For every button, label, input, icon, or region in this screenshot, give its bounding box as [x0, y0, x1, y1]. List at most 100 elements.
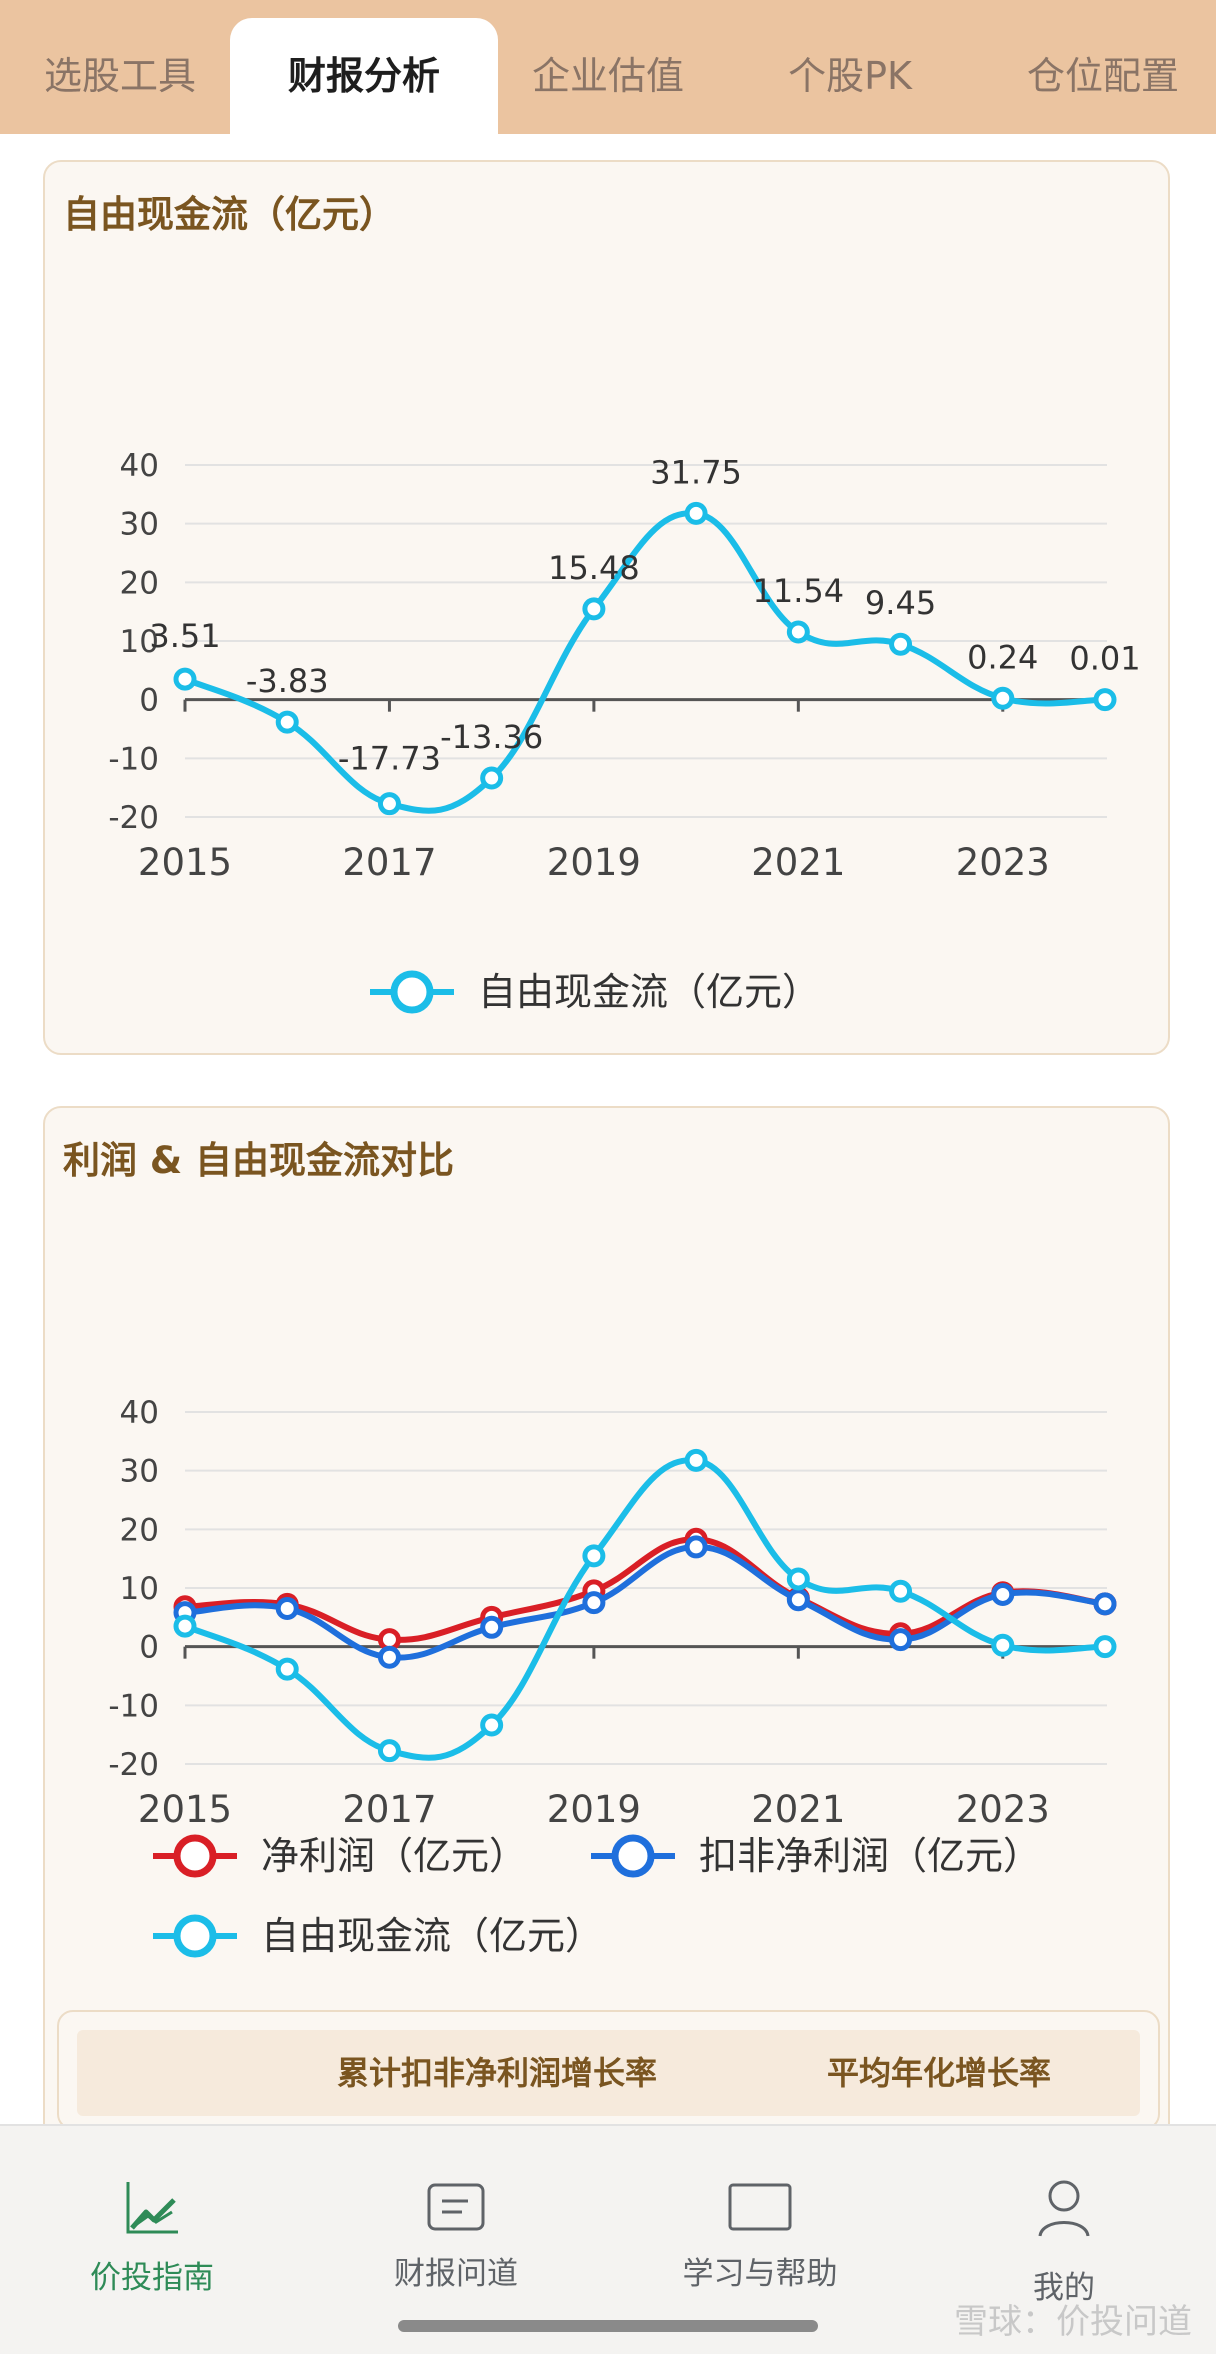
data-point [377, 1739, 401, 1763]
watermark: 雪球：价投问道 [954, 2302, 1192, 2342]
x-tick-label: 2015 [138, 1788, 232, 1831]
y-tick-label: 10 [120, 1571, 159, 1607]
tab-financial-analysis[interactable]: 财报分析 [230, 18, 498, 134]
tab-valuation[interactable]: 企业估值 [531, 54, 684, 98]
series-line [184, 1536, 1106, 1643]
home-indicator[interactable] [398, 2320, 818, 2332]
fcf-chart-title: 自由现金流（亿元） [63, 193, 396, 236]
person-icon [1038, 2180, 1090, 2237]
profit-fcf-chart: -20 -10 0 10 20 30 40 2015 2017 2019 2021 2023 净利润（亿… [108, 1395, 1117, 1958]
data-label: 11.54 [753, 572, 845, 610]
data-point [684, 1535, 708, 1559]
growth-table-header: 累计扣非净利润增长率 平均年化增长率 [77, 2030, 1140, 2116]
y-tick-label: 30 [120, 507, 159, 543]
x-tick-label: 2017 [342, 841, 436, 884]
data-point [1093, 688, 1117, 712]
nav-mine[interactable]: 我的 [912, 2126, 1216, 2326]
series-line [183, 1457, 1106, 1761]
y-tick-label: 40 [120, 448, 159, 484]
data-point [480, 1713, 504, 1737]
y-tick-label: -20 [108, 1747, 159, 1783]
x-tick-label: 2019 [547, 841, 641, 884]
data-point [582, 597, 606, 621]
book-icon [728, 2183, 792, 2231]
profit-fcf-chart-title: 利润 & 自由现金流对比 [63, 1139, 455, 1182]
nav-value-guide-label: 价投指南 [90, 2260, 214, 2296]
data-point [480, 1615, 504, 1639]
legend-label: 自由现金流（亿元） [478, 970, 820, 1014]
y-tick-label: 20 [120, 565, 159, 601]
y-tick-label: 10 [120, 624, 159, 660]
tab-position-allocation[interactable]: 仓位配置 [1026, 54, 1179, 98]
y-tick-label: -10 [108, 1688, 159, 1724]
data-point [991, 686, 1015, 710]
tab-stock-picker[interactable]: 选股工具 [43, 54, 196, 98]
fcf-chart-card: 自由现金流（亿元） -20 -10 0 10 20 30 40 2015 2017 2019 202… [43, 160, 1170, 1055]
data-point [786, 1588, 810, 1612]
data-point [1093, 1635, 1117, 1659]
nav-mine-label: 我的 [1033, 2270, 1095, 2306]
data-point [275, 710, 299, 734]
y-tick-label: -10 [108, 741, 159, 777]
data-point [991, 1582, 1015, 1606]
data-label: 3.51 [149, 617, 220, 655]
tab-stock-pk[interactable]: 个股PK [788, 54, 912, 98]
data-point [173, 1614, 197, 1638]
data-point [889, 632, 913, 656]
nav-value-guide[interactable]: 价投指南 [0, 2126, 304, 2326]
y-tick-label: -20 [108, 800, 159, 836]
legend-label: 扣非净利润（亿元） [699, 1834, 1041, 1878]
y-tick-label: 20 [120, 1512, 159, 1548]
data-point [173, 667, 197, 691]
data-point [480, 766, 504, 790]
data-point [684, 501, 708, 525]
message-icon [427, 2183, 485, 2231]
y-tick-label: 0 [139, 1630, 159, 1666]
data-point [786, 1567, 810, 1591]
x-tick-label: 2023 [956, 841, 1050, 884]
y-tick-label: 40 [120, 1395, 159, 1431]
x-tick-label: 2015 [138, 841, 232, 884]
nav-report-qa[interactable]: 财报问道 [304, 2126, 608, 2326]
data-point [582, 1544, 606, 1568]
header-annualized-growth: 平均年化增长率 [827, 2054, 1052, 2092]
bottom-navigation: 价投指南 财报问道 学习与帮助 我的 [0, 2124, 1216, 2354]
data-label: -3.83 [246, 662, 329, 700]
legend-label: 自由现金流（亿元） [261, 1914, 603, 1958]
top-tab-bar: 选股工具 财报分析 企业估值 个股PK 仓位配置 [0, 0, 1216, 134]
data-label: -13.36 [440, 718, 543, 756]
y-tick-label: 30 [120, 1454, 159, 1490]
x-tick-label: 2021 [751, 841, 845, 884]
data-label: -17.73 [338, 740, 441, 778]
legend-marker [390, 970, 434, 1014]
legend-label: 净利润（亿元） [261, 1834, 527, 1878]
nav-learning-help-label: 学习与帮助 [682, 2256, 838, 2292]
data-label: 0.24 [967, 638, 1038, 676]
legend-marker [173, 1914, 217, 1958]
legend-marker [173, 1834, 217, 1878]
data-label: 31.75 [650, 453, 742, 491]
data-point [684, 1448, 708, 1472]
y-tick-label: 0 [139, 683, 159, 719]
data-point [275, 1597, 299, 1621]
data-point [582, 1591, 606, 1615]
series-line [183, 510, 1106, 814]
data-point [991, 1633, 1015, 1657]
data-label: 0.01 [1069, 640, 1140, 678]
data-point [786, 620, 810, 644]
nav-learning-help[interactable]: 学习与帮助 [608, 2126, 912, 2326]
series-line [184, 1543, 1106, 1661]
growth-table: 累计扣非净利润增长率 平均年化增长率 [57, 2010, 1160, 2130]
data-point [889, 1628, 913, 1652]
data-label: 15.48 [548, 549, 640, 587]
data-point [1093, 1592, 1117, 1616]
data-point [377, 1645, 401, 1669]
data-point [377, 792, 401, 816]
data-label: 9.45 [865, 584, 936, 622]
x-tick-label: 2017 [342, 1788, 436, 1831]
header-cumulative-growth: 累计扣非净利润增长率 [337, 2054, 658, 2092]
x-tick-label: 2019 [547, 1788, 641, 1831]
data-point [889, 1579, 913, 1603]
legend-marker [611, 1834, 655, 1878]
